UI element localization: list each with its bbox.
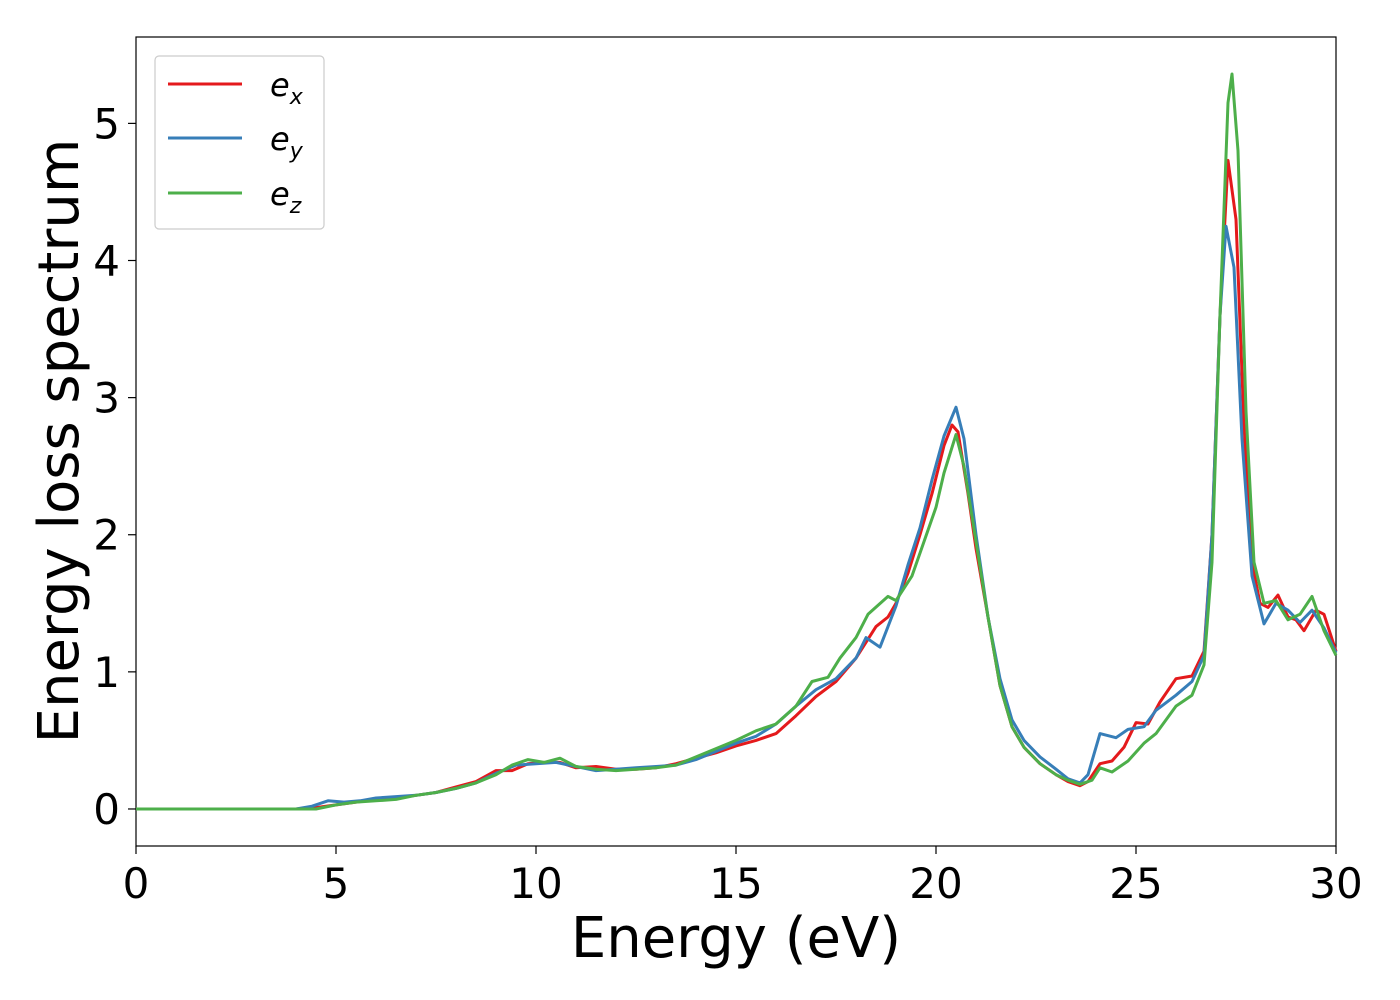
series-line-ez: [136, 72, 1338, 811]
y-axis-ticks: 0 1 2 3 4 5: [93, 99, 136, 834]
x-tick-label: 0: [123, 859, 150, 908]
legend: ex ey ez: [154, 55, 325, 230]
x-axis-ticks: 0 5 10 15 20 25 30: [123, 846, 1363, 908]
y-tick-label: 2: [93, 511, 120, 560]
y-tick-label: 3: [93, 374, 120, 423]
y-tick-label: 1: [93, 648, 120, 697]
x-tick-label: 15: [709, 859, 762, 908]
series-layer: [136, 72, 1338, 811]
x-tick-label: 5: [323, 859, 350, 908]
x-tick-label: 10: [509, 859, 562, 908]
legend-label-ez: ez: [270, 175, 302, 219]
legend-box: [154, 55, 325, 230]
y-axis-label: Energy loss spectrum: [27, 139, 92, 744]
legend-label-ex: ex: [270, 66, 304, 110]
x-tick-label: 20: [909, 859, 962, 908]
y-tick-label: 0: [93, 785, 120, 834]
x-axis-label: Energy (eV): [571, 906, 901, 971]
plot-area: [135, 36, 1337, 847]
legend-label-ey: ey: [270, 120, 304, 164]
y-tick-label: 5: [93, 99, 120, 148]
x-tick-label: 30: [1309, 859, 1362, 908]
x-tick-label: 25: [1109, 859, 1162, 908]
y-tick-label: 4: [93, 237, 120, 286]
